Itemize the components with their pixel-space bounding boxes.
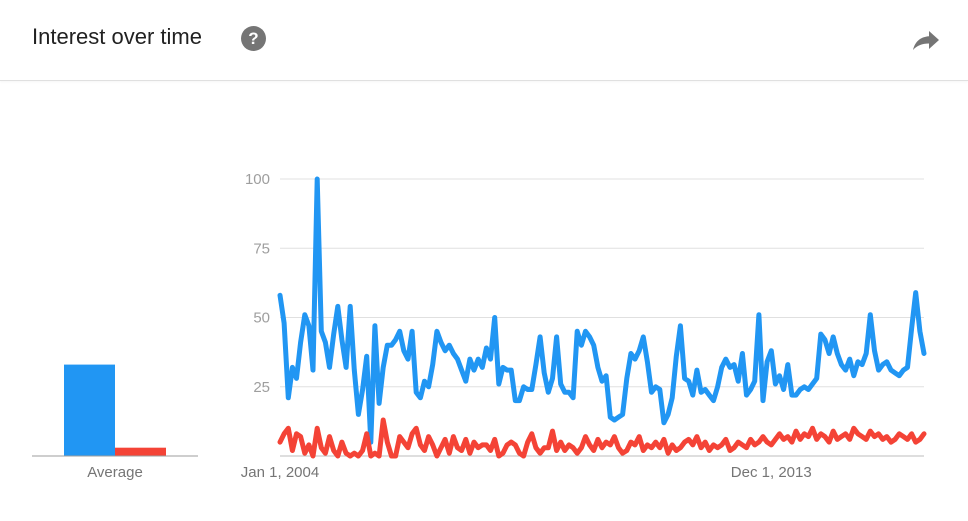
x-tick-label: Jan 1, 2004 [241, 464, 319, 481]
y-tick-label: 25 [253, 379, 270, 396]
x-tick-label: Dec 1, 2013 [731, 464, 812, 481]
help-icon[interactable]: ? [241, 26, 266, 51]
line-chart: 25 50 75 100 Jan 1, 2004 Dec 1, 2013 [241, 171, 927, 481]
y-tick-label: 75 [253, 240, 270, 257]
series-1-line [277, 176, 927, 445]
average-bar-1 [64, 364, 115, 456]
header: Interest over time ? [0, 0, 968, 81]
series-2-line [277, 417, 927, 459]
share-icon[interactable] [912, 28, 940, 52]
y-tick-label: 100 [245, 171, 270, 188]
average-bar-2 [115, 447, 166, 456]
average-label: Average [87, 464, 143, 481]
average-chart: Average [32, 364, 198, 481]
y-tick-label: 50 [253, 310, 270, 327]
page-title: Interest over time [32, 24, 202, 49]
